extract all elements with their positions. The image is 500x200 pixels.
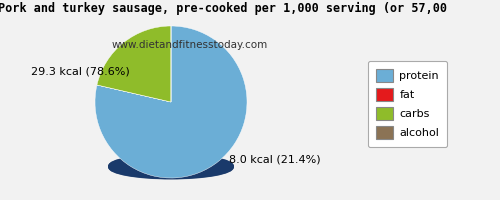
Ellipse shape bbox=[109, 155, 233, 178]
Wedge shape bbox=[95, 26, 247, 178]
Text: lories - Pork and turkey sausage, pre-cooked per 1,000 serving (or 57,00: lories - Pork and turkey sausage, pre-co… bbox=[0, 2, 446, 15]
Ellipse shape bbox=[109, 155, 233, 178]
Wedge shape bbox=[97, 85, 171, 102]
Ellipse shape bbox=[109, 156, 233, 178]
Ellipse shape bbox=[109, 155, 233, 177]
Text: www.dietandfitnesstoday.com: www.dietandfitnesstoday.com bbox=[112, 40, 268, 50]
Ellipse shape bbox=[109, 154, 233, 177]
Ellipse shape bbox=[109, 156, 233, 178]
Text: 8.0 kcal (21.4%): 8.0 kcal (21.4%) bbox=[228, 155, 320, 165]
Legend: protein, fat, carbs, alcohol: protein, fat, carbs, alcohol bbox=[368, 61, 447, 147]
Ellipse shape bbox=[109, 156, 233, 178]
Ellipse shape bbox=[109, 156, 233, 179]
Wedge shape bbox=[97, 26, 171, 102]
Ellipse shape bbox=[109, 155, 233, 178]
Text: 29.3 kcal (78.6%): 29.3 kcal (78.6%) bbox=[31, 67, 130, 77]
Ellipse shape bbox=[109, 155, 233, 177]
Ellipse shape bbox=[109, 155, 233, 177]
Ellipse shape bbox=[109, 156, 233, 179]
